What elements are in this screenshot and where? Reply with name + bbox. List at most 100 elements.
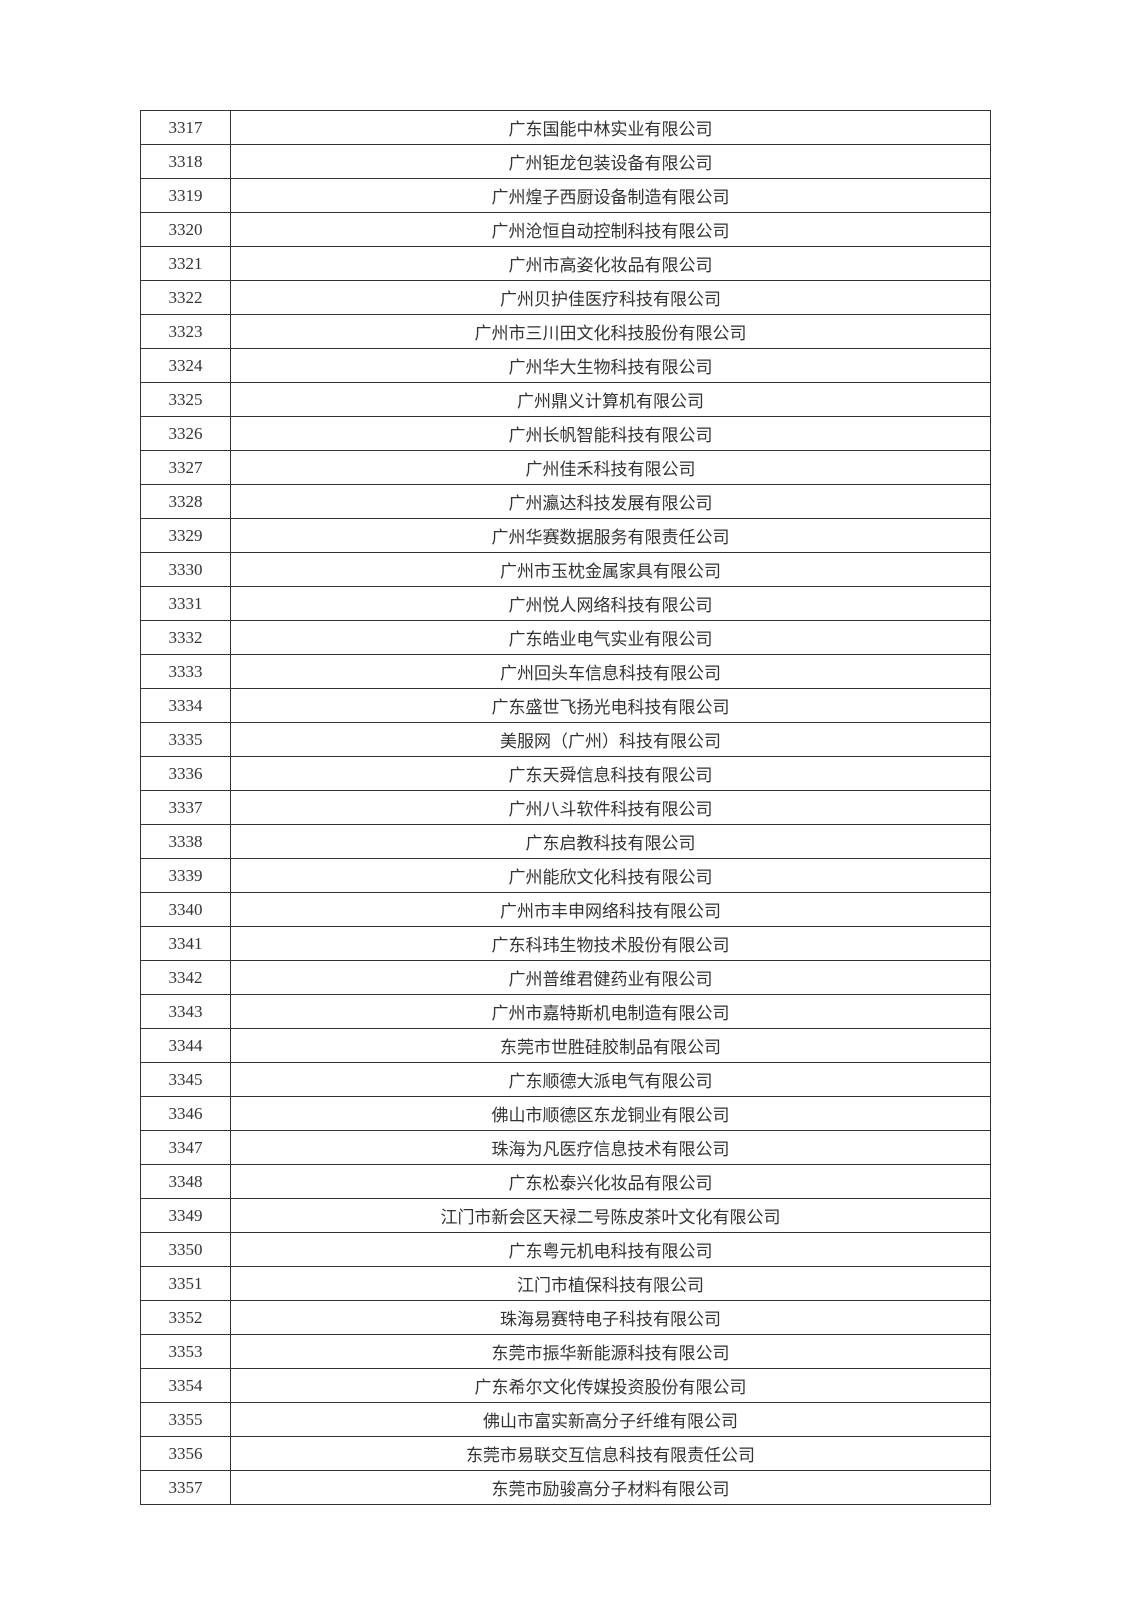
row-number-cell: 3324 bbox=[141, 349, 231, 383]
table-row: 3341广东科玮生物技术股份有限公司 bbox=[141, 927, 991, 961]
row-number-cell: 3352 bbox=[141, 1301, 231, 1335]
table-row: 3348广东松泰兴化妆品有限公司 bbox=[141, 1165, 991, 1199]
row-number-cell: 3327 bbox=[141, 451, 231, 485]
row-number-cell: 3339 bbox=[141, 859, 231, 893]
row-number-cell: 3350 bbox=[141, 1233, 231, 1267]
row-number-cell: 3349 bbox=[141, 1199, 231, 1233]
row-number-cell: 3331 bbox=[141, 587, 231, 621]
company-name-cell: 广州佳禾科技有限公司 bbox=[231, 451, 991, 485]
row-number-cell: 3343 bbox=[141, 995, 231, 1029]
row-number-cell: 3355 bbox=[141, 1403, 231, 1437]
company-name-cell: 广东国能中林实业有限公司 bbox=[231, 111, 991, 145]
table-row: 3350广东粤元机电科技有限公司 bbox=[141, 1233, 991, 1267]
table-row: 3351江门市植保科技有限公司 bbox=[141, 1267, 991, 1301]
table-row: 3340广州市丰申网络科技有限公司 bbox=[141, 893, 991, 927]
company-name-cell: 广州华大生物科技有限公司 bbox=[231, 349, 991, 383]
table-row: 3334广东盛世飞扬光电科技有限公司 bbox=[141, 689, 991, 723]
table-row: 3333广州回头车信息科技有限公司 bbox=[141, 655, 991, 689]
row-number-cell: 3348 bbox=[141, 1165, 231, 1199]
row-number-cell: 3341 bbox=[141, 927, 231, 961]
company-name-cell: 广州沧恒自动控制科技有限公司 bbox=[231, 213, 991, 247]
row-number-cell: 3333 bbox=[141, 655, 231, 689]
row-number-cell: 3345 bbox=[141, 1063, 231, 1097]
company-name-cell: 广州市玉枕金属家具有限公司 bbox=[231, 553, 991, 587]
company-name-cell: 广东科玮生物技术股份有限公司 bbox=[231, 927, 991, 961]
row-number-cell: 3320 bbox=[141, 213, 231, 247]
row-number-cell: 3317 bbox=[141, 111, 231, 145]
table-row: 3337广州八斗软件科技有限公司 bbox=[141, 791, 991, 825]
company-name-cell: 广州瀛达科技发展有限公司 bbox=[231, 485, 991, 519]
company-table-container: 3317广东国能中林实业有限公司3318广州钜龙包装设备有限公司3319广州煌子… bbox=[140, 110, 991, 1505]
company-name-cell: 佛山市富实新高分子纤维有限公司 bbox=[231, 1403, 991, 1437]
company-name-cell: 广东皓业电气实业有限公司 bbox=[231, 621, 991, 655]
company-name-cell: 广州能欣文化科技有限公司 bbox=[231, 859, 991, 893]
row-number-cell: 3346 bbox=[141, 1097, 231, 1131]
row-number-cell: 3318 bbox=[141, 145, 231, 179]
company-table: 3317广东国能中林实业有限公司3318广州钜龙包装设备有限公司3319广州煌子… bbox=[140, 110, 991, 1505]
table-row: 3353东莞市振华新能源科技有限公司 bbox=[141, 1335, 991, 1369]
company-name-cell: 广州市三川田文化科技股份有限公司 bbox=[231, 315, 991, 349]
row-number-cell: 3328 bbox=[141, 485, 231, 519]
table-row: 3330广州市玉枕金属家具有限公司 bbox=[141, 553, 991, 587]
row-number-cell: 3340 bbox=[141, 893, 231, 927]
table-row: 3317广东国能中林实业有限公司 bbox=[141, 111, 991, 145]
row-number-cell: 3336 bbox=[141, 757, 231, 791]
row-number-cell: 3322 bbox=[141, 281, 231, 315]
company-name-cell: 广东启教科技有限公司 bbox=[231, 825, 991, 859]
company-name-cell: 东莞市易联交互信息科技有限责任公司 bbox=[231, 1437, 991, 1471]
table-row: 3332广东皓业电气实业有限公司 bbox=[141, 621, 991, 655]
table-row: 3323广州市三川田文化科技股份有限公司 bbox=[141, 315, 991, 349]
table-row: 3346佛山市顺德区东龙铜业有限公司 bbox=[141, 1097, 991, 1131]
row-number-cell: 3338 bbox=[141, 825, 231, 859]
table-row: 3355佛山市富实新高分子纤维有限公司 bbox=[141, 1403, 991, 1437]
row-number-cell: 3353 bbox=[141, 1335, 231, 1369]
row-number-cell: 3354 bbox=[141, 1369, 231, 1403]
company-name-cell: 广东顺德大派电气有限公司 bbox=[231, 1063, 991, 1097]
company-name-cell: 广州华赛数据服务有限责任公司 bbox=[231, 519, 991, 553]
company-name-cell: 东莞市励骏高分子材料有限公司 bbox=[231, 1471, 991, 1505]
company-name-cell: 广东粤元机电科技有限公司 bbox=[231, 1233, 991, 1267]
company-name-cell: 广州悦人网络科技有限公司 bbox=[231, 587, 991, 621]
company-name-cell: 广州普维君健药业有限公司 bbox=[231, 961, 991, 995]
table-row: 3342广州普维君健药业有限公司 bbox=[141, 961, 991, 995]
company-name-cell: 江门市植保科技有限公司 bbox=[231, 1267, 991, 1301]
table-row: 3327广州佳禾科技有限公司 bbox=[141, 451, 991, 485]
row-number-cell: 3337 bbox=[141, 791, 231, 825]
table-row: 3328广州瀛达科技发展有限公司 bbox=[141, 485, 991, 519]
company-name-cell: 广州贝护佳医疗科技有限公司 bbox=[231, 281, 991, 315]
row-number-cell: 3323 bbox=[141, 315, 231, 349]
table-row: 3339广州能欣文化科技有限公司 bbox=[141, 859, 991, 893]
company-name-cell: 美服网（广州）科技有限公司 bbox=[231, 723, 991, 757]
table-row: 3324广州华大生物科技有限公司 bbox=[141, 349, 991, 383]
company-name-cell: 广州煌子西厨设备制造有限公司 bbox=[231, 179, 991, 213]
table-row: 3321广州市高姿化妆品有限公司 bbox=[141, 247, 991, 281]
company-name-cell: 广东松泰兴化妆品有限公司 bbox=[231, 1165, 991, 1199]
table-row: 3338广东启教科技有限公司 bbox=[141, 825, 991, 859]
table-row: 3331广州悦人网络科技有限公司 bbox=[141, 587, 991, 621]
company-name-cell: 广东盛世飞扬光电科技有限公司 bbox=[231, 689, 991, 723]
table-row: 3335美服网（广州）科技有限公司 bbox=[141, 723, 991, 757]
row-number-cell: 3342 bbox=[141, 961, 231, 995]
company-name-cell: 珠海为凡医疗信息技术有限公司 bbox=[231, 1131, 991, 1165]
row-number-cell: 3344 bbox=[141, 1029, 231, 1063]
table-row: 3326广州长帆智能科技有限公司 bbox=[141, 417, 991, 451]
row-number-cell: 3330 bbox=[141, 553, 231, 587]
row-number-cell: 3335 bbox=[141, 723, 231, 757]
table-row: 3347珠海为凡医疗信息技术有限公司 bbox=[141, 1131, 991, 1165]
table-row: 3357东莞市励骏高分子材料有限公司 bbox=[141, 1471, 991, 1505]
table-row: 3343广州市嘉特斯机电制造有限公司 bbox=[141, 995, 991, 1029]
table-row: 3345广东顺德大派电气有限公司 bbox=[141, 1063, 991, 1097]
row-number-cell: 3334 bbox=[141, 689, 231, 723]
table-row: 3352珠海易赛特电子科技有限公司 bbox=[141, 1301, 991, 1335]
company-name-cell: 广州八斗软件科技有限公司 bbox=[231, 791, 991, 825]
table-row: 3319广州煌子西厨设备制造有限公司 bbox=[141, 179, 991, 213]
row-number-cell: 3356 bbox=[141, 1437, 231, 1471]
company-name-cell: 佛山市顺德区东龙铜业有限公司 bbox=[231, 1097, 991, 1131]
row-number-cell: 3319 bbox=[141, 179, 231, 213]
row-number-cell: 3332 bbox=[141, 621, 231, 655]
row-number-cell: 3326 bbox=[141, 417, 231, 451]
company-name-cell: 东莞市世胜硅胶制品有限公司 bbox=[231, 1029, 991, 1063]
row-number-cell: 3329 bbox=[141, 519, 231, 553]
table-row: 3325广州鼎义计算机有限公司 bbox=[141, 383, 991, 417]
table-row: 3336广东天舜信息科技有限公司 bbox=[141, 757, 991, 791]
